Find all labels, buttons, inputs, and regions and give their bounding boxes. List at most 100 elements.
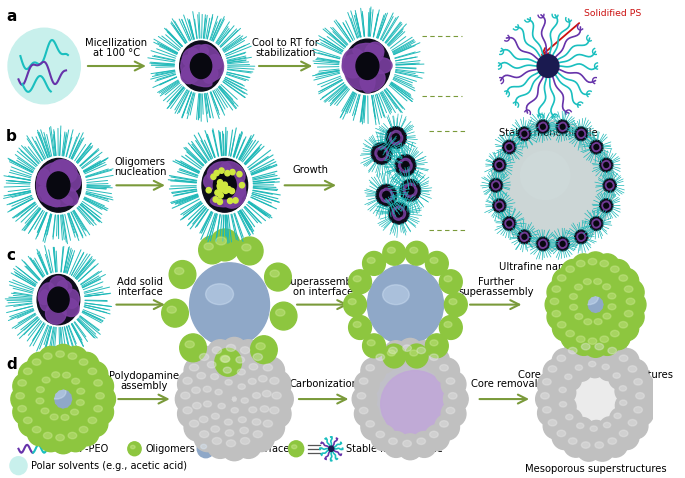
Ellipse shape [603,423,611,428]
Text: Ultrafine nanohybrids: Ultrafine nanohybrids [499,262,607,272]
Ellipse shape [192,402,201,409]
Circle shape [8,28,80,104]
Ellipse shape [207,407,229,431]
Ellipse shape [576,336,585,342]
Ellipse shape [214,172,236,199]
Ellipse shape [577,435,601,461]
Ellipse shape [381,196,389,202]
Ellipse shape [569,348,577,354]
Circle shape [599,158,613,172]
Ellipse shape [403,158,411,164]
Ellipse shape [557,355,566,361]
Text: PS-PVP-PEO: PS-PVP-PEO [51,444,108,454]
Ellipse shape [51,344,75,370]
Ellipse shape [251,336,277,364]
Ellipse shape [18,411,43,436]
Ellipse shape [214,398,235,420]
Ellipse shape [88,368,97,375]
Ellipse shape [71,409,79,415]
Ellipse shape [244,357,269,383]
Ellipse shape [566,414,573,420]
Ellipse shape [376,354,384,360]
Ellipse shape [13,399,38,425]
Circle shape [211,174,216,179]
Ellipse shape [444,276,452,282]
Ellipse shape [388,192,393,201]
Ellipse shape [197,372,205,379]
Ellipse shape [18,361,43,388]
Ellipse shape [231,350,256,376]
Text: Oligomers: Oligomers [146,444,196,454]
Ellipse shape [496,166,501,170]
Circle shape [237,172,242,177]
Ellipse shape [610,330,619,337]
Ellipse shape [410,247,418,253]
Ellipse shape [275,309,285,316]
Ellipse shape [590,337,614,363]
Ellipse shape [598,278,621,302]
Ellipse shape [72,393,95,417]
Circle shape [229,188,234,194]
Ellipse shape [552,424,577,449]
Ellipse shape [179,334,206,362]
Ellipse shape [412,432,436,457]
Text: Stable monomicelle: Stable monomicelle [499,128,597,138]
Ellipse shape [68,432,77,439]
Ellipse shape [51,372,60,378]
Ellipse shape [578,238,583,241]
Ellipse shape [220,413,242,437]
Ellipse shape [546,347,645,451]
Ellipse shape [494,181,499,185]
Ellipse shape [606,182,609,187]
Ellipse shape [521,238,526,241]
Ellipse shape [366,421,375,427]
Ellipse shape [253,354,262,360]
Ellipse shape [543,359,568,385]
Ellipse shape [215,348,241,376]
Ellipse shape [571,329,596,355]
Ellipse shape [583,331,608,358]
Ellipse shape [266,385,293,413]
Ellipse shape [555,396,576,418]
Ellipse shape [525,235,529,240]
Ellipse shape [46,408,68,432]
Ellipse shape [552,268,577,294]
Circle shape [395,154,416,176]
Ellipse shape [362,334,386,358]
Ellipse shape [41,408,49,414]
Circle shape [497,203,501,208]
Ellipse shape [552,310,560,317]
Ellipse shape [60,186,78,205]
Text: Cool to RT for: Cool to RT for [252,38,319,48]
Ellipse shape [383,151,388,159]
Text: superassembly: superassembly [458,287,534,297]
Ellipse shape [597,145,601,151]
Ellipse shape [492,182,495,187]
Ellipse shape [202,355,227,381]
Ellipse shape [588,361,596,367]
Ellipse shape [405,192,413,197]
Ellipse shape [58,366,81,390]
Ellipse shape [393,130,401,136]
Ellipse shape [203,174,219,189]
Ellipse shape [238,384,245,390]
Ellipse shape [203,68,218,83]
Ellipse shape [538,123,542,129]
Ellipse shape [561,239,566,243]
Ellipse shape [388,438,397,445]
Ellipse shape [201,444,207,449]
Ellipse shape [398,338,423,364]
Ellipse shape [88,417,97,424]
Ellipse shape [68,353,77,359]
Ellipse shape [575,365,582,370]
Circle shape [494,183,498,188]
Ellipse shape [375,148,380,156]
Ellipse shape [181,392,190,399]
Ellipse shape [167,306,176,313]
Ellipse shape [619,322,627,328]
Ellipse shape [592,220,595,226]
Ellipse shape [220,423,245,449]
Ellipse shape [271,302,297,330]
Ellipse shape [74,352,99,378]
Ellipse shape [500,204,503,209]
